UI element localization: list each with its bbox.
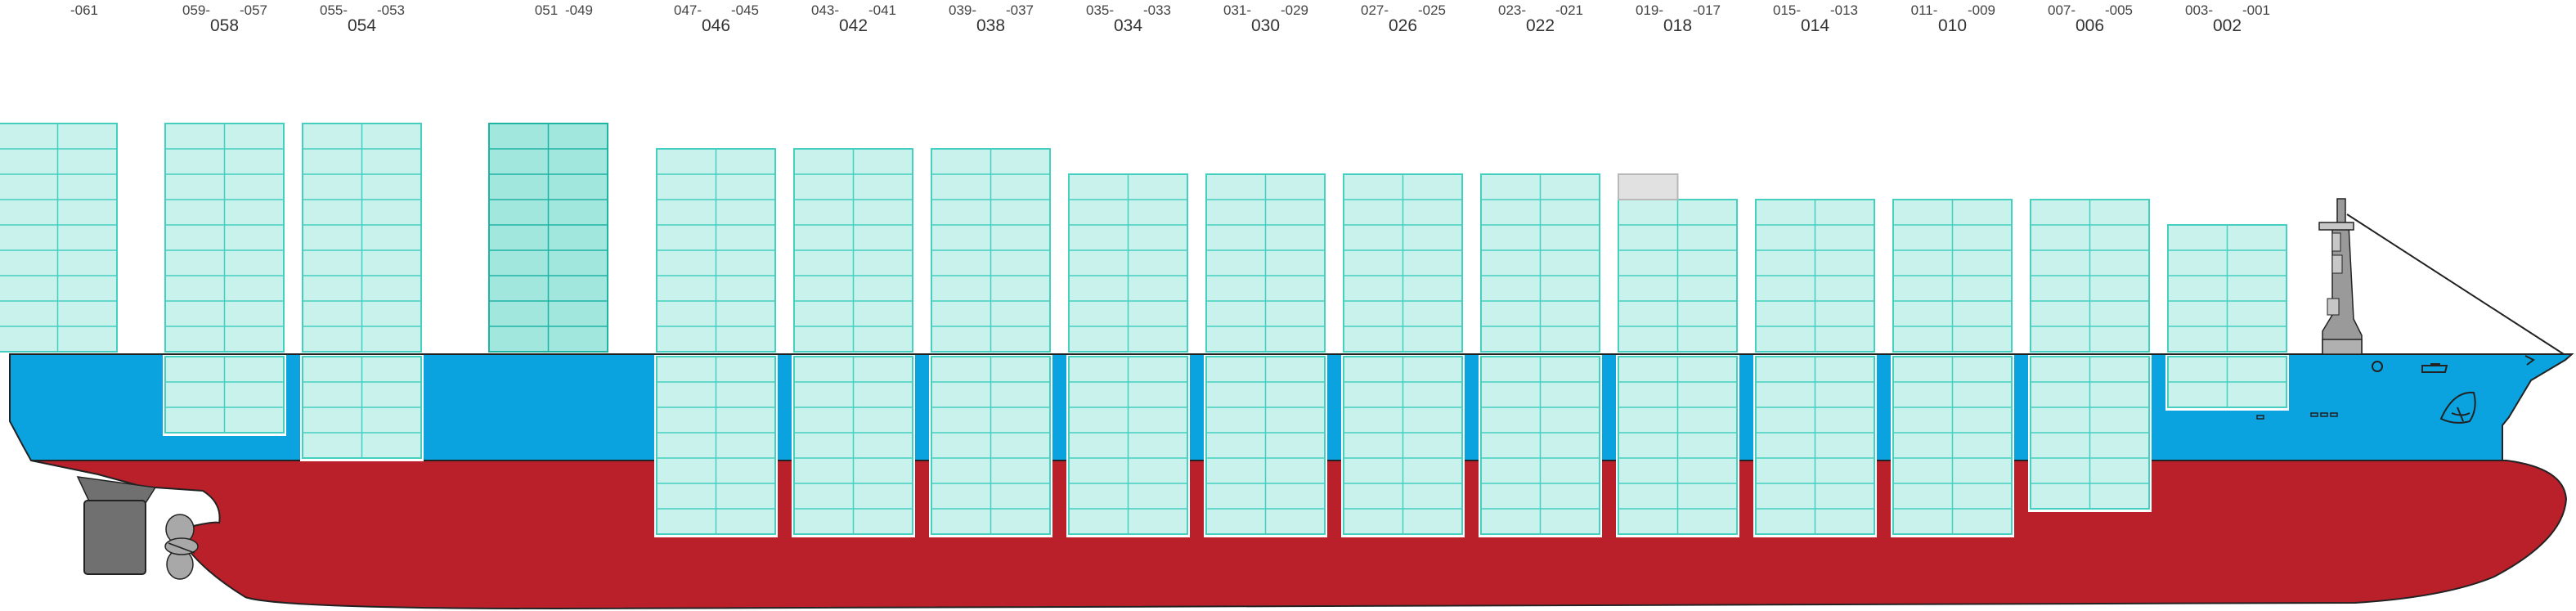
bay-slot-right: -041: [868, 2, 896, 18]
bay-slot-left: 003-: [2185, 2, 2213, 18]
propeller: [164, 514, 199, 580]
bay-slot-left: 031-: [1223, 2, 1251, 18]
deck-stack: [1755, 199, 1875, 353]
bay-slot-right: -049: [565, 2, 593, 18]
bay-slot-left: 035-: [1086, 2, 1114, 18]
hold-stack: [1618, 356, 1738, 535]
stern-gear: [76, 476, 199, 580]
deck-stack: [302, 123, 422, 353]
bay-number: 010: [1938, 16, 1967, 35]
bow-tip-mark: [2524, 355, 2535, 366]
bay-slot-right: -009: [1968, 2, 1995, 18]
bay-slot-right: -025: [1418, 2, 1446, 18]
bay-number: 034: [1114, 16, 1142, 35]
deck-stack: [2030, 199, 2150, 353]
bay-slot-left: 043-: [811, 2, 839, 18]
container-block: [0, 123, 118, 353]
hold-stack: [302, 356, 422, 459]
bay-slot-right: -033: [1143, 2, 1171, 18]
hold-stack: [2030, 356, 2150, 510]
deck-stack: [793, 148, 913, 353]
bay-slot-right: -053: [377, 2, 405, 18]
portholes: [2256, 412, 2338, 420]
deck-stack: [1618, 199, 1738, 353]
hold-stack: [1205, 356, 1326, 535]
mast-box-upper: [2331, 232, 2341, 252]
bay-slot-left: 019-: [1636, 2, 1663, 18]
container-stacks: [0, 123, 2289, 537]
hold-stack: [1068, 356, 1188, 535]
bay-number: 030: [1251, 16, 1280, 35]
deck-stack: [931, 148, 1051, 353]
bay-slot-left: 023-: [1498, 2, 1526, 18]
bay-slot-left: 059-: [182, 2, 210, 18]
bay-slot-left: 051: [535, 2, 558, 18]
bridge-mast: [2318, 198, 2565, 355]
mast-box-side: [2327, 298, 2340, 316]
bay-slot-right: -005: [2105, 2, 2133, 18]
rudder: [83, 500, 146, 575]
hold-stack: [1892, 356, 2013, 535]
bay-slot-right: -061: [70, 2, 98, 18]
bay-slot-left: 015-: [1773, 2, 1801, 18]
bay-number: 042: [839, 16, 868, 35]
bay-slot-right: -029: [1281, 2, 1308, 18]
bow-base: [2322, 339, 2363, 355]
bay-slot-left: 007-: [2048, 2, 2076, 18]
hold-stack: [656, 356, 776, 535]
hold-stack: [793, 356, 913, 535]
hold-stack: [931, 356, 1051, 535]
bay-slot-left: 027-: [1361, 2, 1389, 18]
bow-details: [2256, 355, 2535, 424]
bay-number: 006: [2076, 16, 2104, 35]
hold-stack: [1755, 356, 1875, 535]
bay-slot-right: -017: [1693, 2, 1721, 18]
bay-slot-left: 039-: [949, 2, 976, 18]
empty-slot: [1618, 173, 1679, 200]
hold-stack: [1343, 356, 1463, 535]
hawse-hole: [2372, 361, 2383, 372]
bay-number: 022: [1526, 16, 1555, 35]
deck-stack: [656, 148, 776, 353]
bay-slot-right: -037: [1006, 2, 1034, 18]
bay-number: 026: [1389, 16, 1417, 35]
mast-housing: [2322, 224, 2363, 355]
deck-stack: [1343, 173, 1463, 353]
bay-slot-right: -045: [731, 2, 759, 18]
bay-number: 002: [2213, 16, 2242, 35]
bay-number: 018: [1663, 16, 1692, 35]
deck-stack: [164, 123, 285, 353]
deck-stack: [1892, 199, 2013, 353]
bay-number: 058: [210, 16, 239, 35]
stay-wire: [2346, 213, 2565, 355]
anchor-mark: [2439, 391, 2476, 424]
deck-stack: [488, 123, 608, 353]
deck-stack: [1068, 173, 1188, 353]
bay-slot-right: -021: [1555, 2, 1583, 18]
mast-arm: [2318, 222, 2354, 231]
deck-stack: [1205, 173, 1326, 353]
bay-slot-right: -013: [1830, 2, 1858, 18]
deck-stack: [1480, 173, 1600, 353]
hold-stack: [2167, 356, 2287, 408]
bay-slot-left: 055-: [320, 2, 348, 18]
bay-slot-right: -001: [2242, 2, 2270, 18]
hold-stack: [164, 356, 285, 434]
bay-slot-right: -057: [240, 2, 267, 18]
bay-number: 054: [348, 16, 376, 35]
hold-stack: [1480, 356, 1600, 535]
deck-stack: [0, 123, 118, 353]
bay-slot-left: 047-: [674, 2, 702, 18]
bow-marking: [2421, 363, 2448, 373]
bay-number: 046: [702, 16, 730, 35]
mast-box-lower: [2331, 254, 2343, 274]
bay-slot-left: 011-: [1911, 2, 1938, 18]
bay-number: 014: [1801, 16, 1829, 35]
deck-stack: [2167, 224, 2287, 353]
bay-number: 038: [976, 16, 1005, 35]
